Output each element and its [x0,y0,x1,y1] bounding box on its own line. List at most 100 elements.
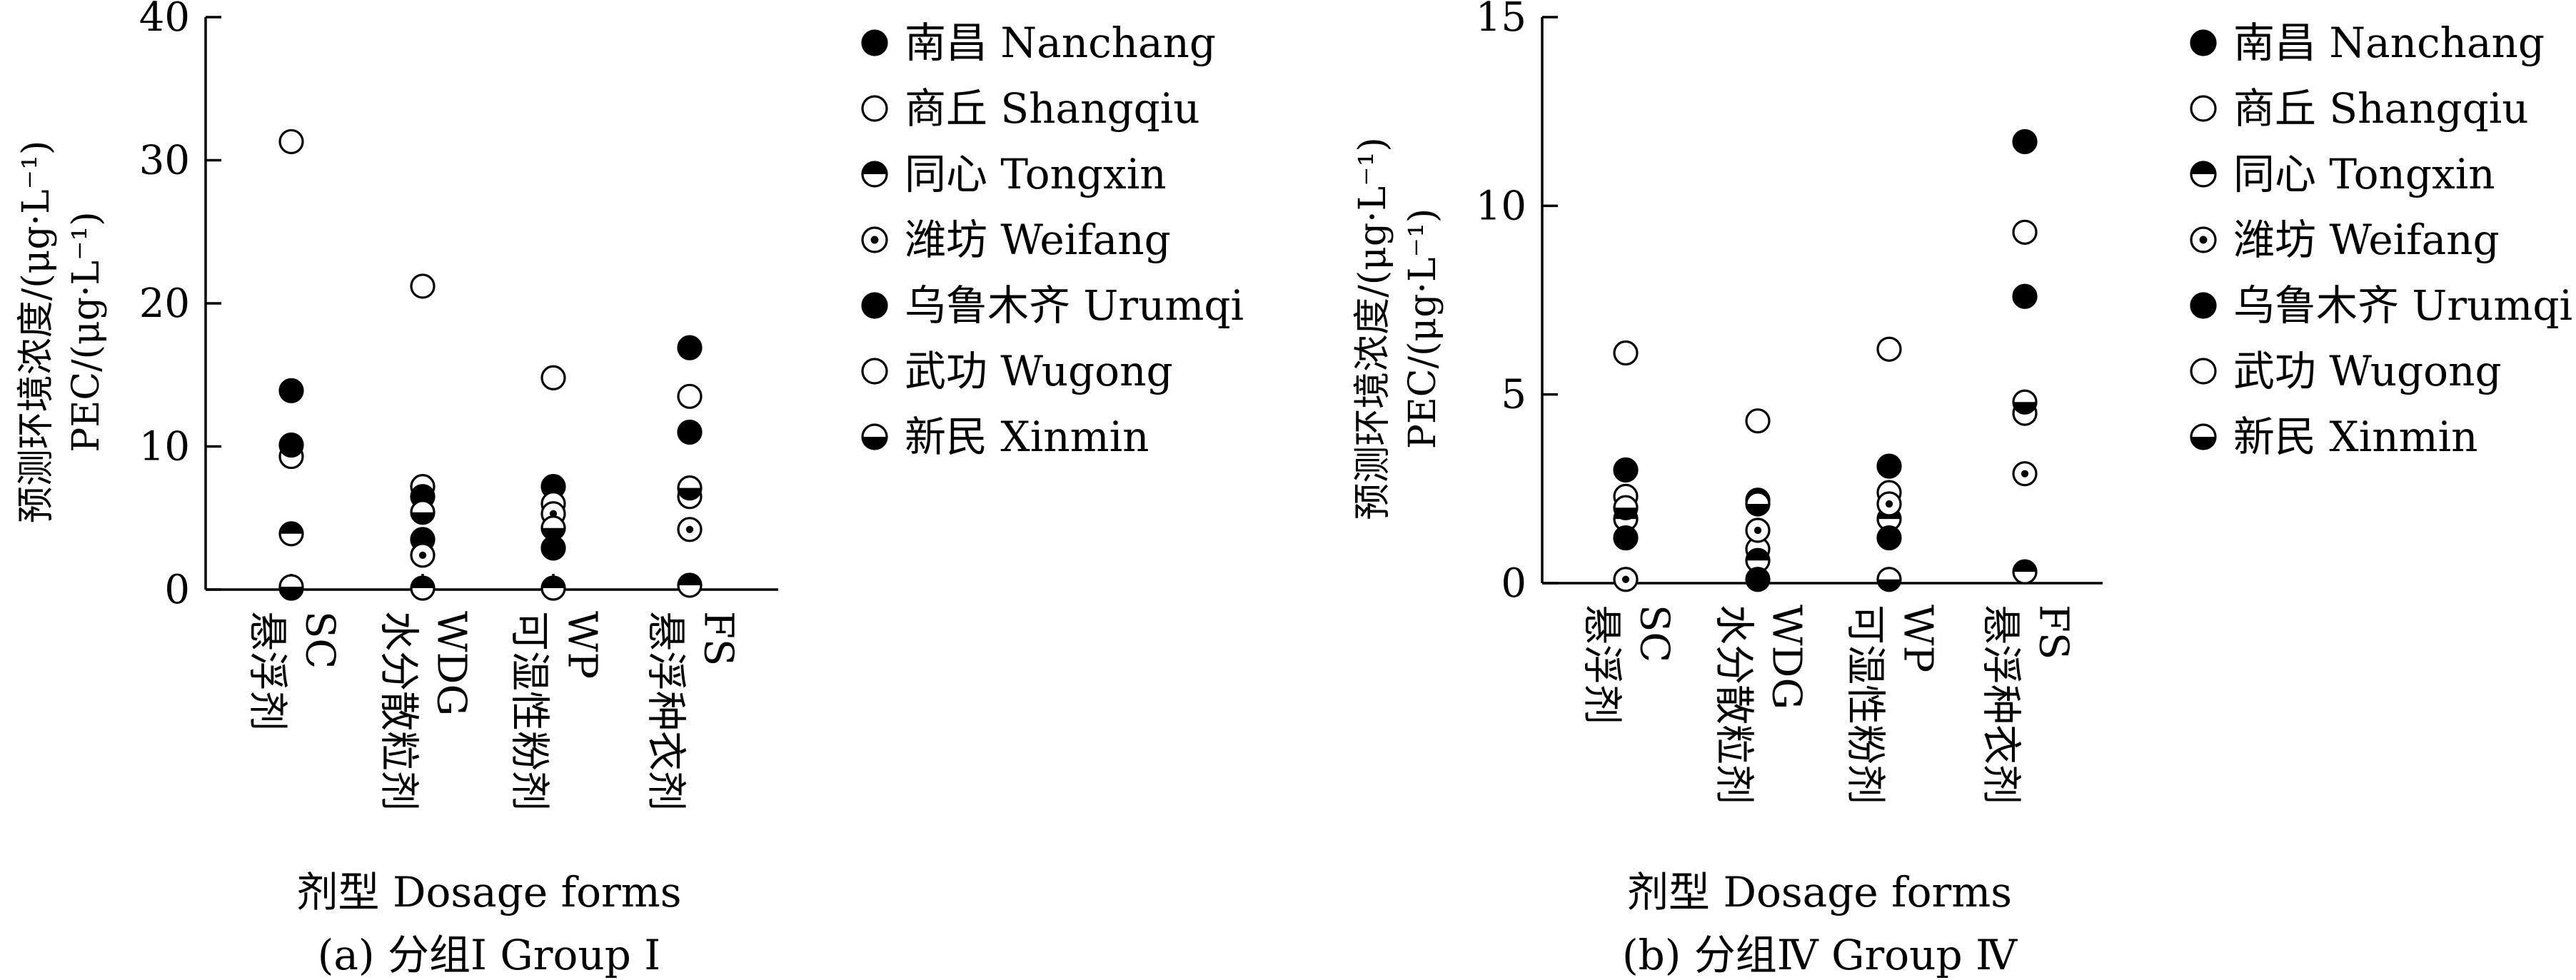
x-category-label: SC [297,611,343,669]
marker-dot [2021,470,2029,478]
y-axis-label: PEC/(μg·L⁻¹) [65,211,108,452]
x-category-label: 悬浮种衣剂 [643,611,689,811]
data-point [278,574,304,600]
x-category-label: SC [1631,605,1678,662]
marker-shape [2190,95,2217,122]
marker-half [2191,437,2215,449]
data-point [1745,491,1771,517]
legend-marker [2190,95,2217,122]
legend-marker [2190,358,2217,385]
data-point [677,335,703,360]
data-point [540,575,566,601]
marker-half [542,527,565,540]
marker-shape [540,365,566,390]
marker-shape [1876,453,1902,479]
marker-outline [861,161,888,188]
data-point [1876,567,1902,592]
marker-dot [418,551,427,559]
marker-shape [1613,525,1639,551]
legend-marker [861,29,888,56]
marker-outline [1613,495,1639,520]
marker-shape [2190,29,2217,56]
x-category-label: 水分散粒剂 [1711,605,1757,804]
marker-half [411,512,434,524]
data-point [1745,517,1771,543]
legend-marker [2190,226,2217,253]
marker-outline [2190,161,2217,188]
data-point [677,572,703,598]
data-point [2012,461,2038,487]
x-category-label: WDG [1764,605,1810,709]
marker-outline [677,572,703,598]
y-tick-label: 0 [164,567,190,613]
marker-shape [1745,408,1771,434]
marker-half [862,437,887,449]
marker-outline [2012,389,2038,415]
data-point [410,575,436,601]
data-point [1745,547,1771,573]
marker-half [411,576,434,588]
marker-shape [1613,340,1639,366]
data-point [278,128,304,155]
marker-shape [677,419,703,445]
legend-label: 南昌 Nanchang [2233,19,2545,67]
marker-half [862,162,887,174]
chart-panel-b: 0 5 10 15 预测环境浓度/(μg·L⁻¹) PEC/(μg·L⁻¹) 悬浮剂 SC 水分… [1352,0,2572,979]
y-tick-label: 30 [139,138,190,184]
data-point [1613,495,1639,520]
marker-outline [677,475,703,501]
marker-dot [1621,575,1630,583]
x-category-label: 水分散粒剂 [376,611,422,811]
data-point [2012,559,2038,585]
y-tick-label: 5 [1501,372,1526,418]
x-category-label: 可湿性粉剂 [506,611,553,811]
legend-marker [861,292,888,319]
y-tick-label: 20 [139,281,190,327]
data-point [1613,457,1639,483]
x-category-label: FS [2031,605,2077,660]
marker-shape [278,128,304,155]
marker-half [280,522,303,534]
data-point [410,542,436,568]
legend-marker [2190,29,2217,56]
legend-marker [861,226,888,253]
marker-half [1878,579,1901,591]
marker-outline [278,574,304,600]
data-point [1745,408,1771,434]
legend-label: 商丘 Shangqiu [905,84,1200,133]
marker-shape [1876,525,1902,551]
marker-shape [1876,336,1902,362]
x-category-label: 悬浮种衣剂 [1978,605,2024,804]
legend-marker [2190,423,2217,450]
marker-half [678,488,701,500]
marker-shape [278,378,304,403]
legend-label: 同心 Tongxin [905,150,1167,198]
legend-label: 乌鲁木齐 Urumqi [2233,281,2572,330]
legend-label: 南昌 Nanchang [905,19,1216,67]
marker-half [678,573,701,585]
marker-half [1746,503,1769,515]
data-point [677,517,703,542]
marker-shape [861,29,888,56]
data-point [2012,128,2038,155]
data-point [677,383,703,409]
data-point [540,365,566,390]
marker-outline [1876,567,1902,592]
y-axis-label: PEC/(μg·L⁻¹) [1402,208,1444,449]
marker-shape [1745,567,1771,592]
data-point [410,500,436,525]
data-point [677,475,703,501]
marker-dot [1754,526,1762,535]
marker-shape [2012,283,2038,309]
data-point [1613,340,1639,366]
marker-shape [677,383,703,409]
marker-outline [1745,491,1771,517]
data-point [1876,453,1902,479]
marker-outline [861,423,888,450]
data-point [540,515,566,541]
marker-outline [2012,559,2038,585]
marker-dot [870,236,879,244]
legend-label: 新民 Xinmin [905,413,1149,461]
legend-label: 新民 Xinmin [2233,413,2478,461]
